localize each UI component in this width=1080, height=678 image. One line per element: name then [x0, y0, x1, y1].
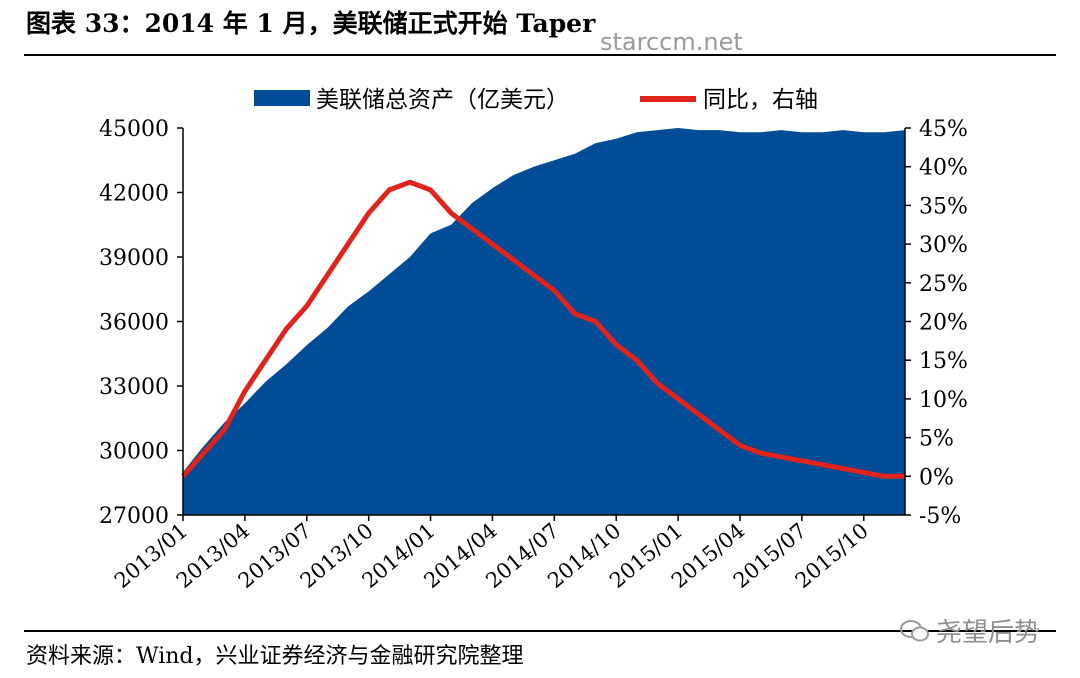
top-rule [24, 54, 1056, 56]
watermark: starccm.net [600, 28, 743, 56]
left-tick-label: 30000 [99, 440, 169, 465]
right-tick-label: 25% [919, 272, 968, 297]
left-tick-label: 27000 [99, 504, 169, 529]
brand-watermark: 尧望后势 [900, 612, 1040, 649]
source-note: 资料来源：Wind，兴业证券经济与金融研究院整理 [26, 644, 524, 669]
right-tick-label: 30% [919, 233, 968, 258]
left-tick-label: 36000 [99, 311, 169, 336]
legend-label-line: 同比，右轴 [703, 87, 818, 113]
right-tick-label: -5% [919, 504, 961, 529]
right-tick-label: 45% [919, 117, 968, 142]
right-tick-label: 40% [919, 156, 968, 181]
chart-title: 图表 33：2014 年 1 月，美联储正式开始 Taper [26, 9, 596, 38]
legend-swatch-area [254, 90, 310, 106]
right-tick-label: 0% [919, 465, 954, 490]
left-tick-label: 42000 [99, 182, 169, 207]
area-series-total-assets [183, 128, 905, 515]
right-tick-label: 15% [919, 349, 968, 374]
brand-name: 尧望后势 [936, 618, 1041, 648]
right-tick-label: 20% [919, 311, 968, 336]
chart: 45000 42000 39000 36000 33000 30000 27000 45% 40… [99, 87, 968, 593]
legend-label-area: 美联储总资产（亿美元） [316, 87, 569, 113]
right-tick-label: 5% [919, 427, 954, 452]
left-tick-label: 45000 [99, 117, 169, 142]
right-tick-label: 10% [919, 388, 968, 413]
left-tick-label: 33000 [99, 375, 169, 400]
left-tick-label: 39000 [99, 246, 169, 271]
bottom-rule [24, 630, 1056, 632]
line-series-yoy [181, 179, 905, 479]
chat-bubbles-icon [900, 619, 929, 641]
right-tick-label: 35% [919, 194, 968, 219]
